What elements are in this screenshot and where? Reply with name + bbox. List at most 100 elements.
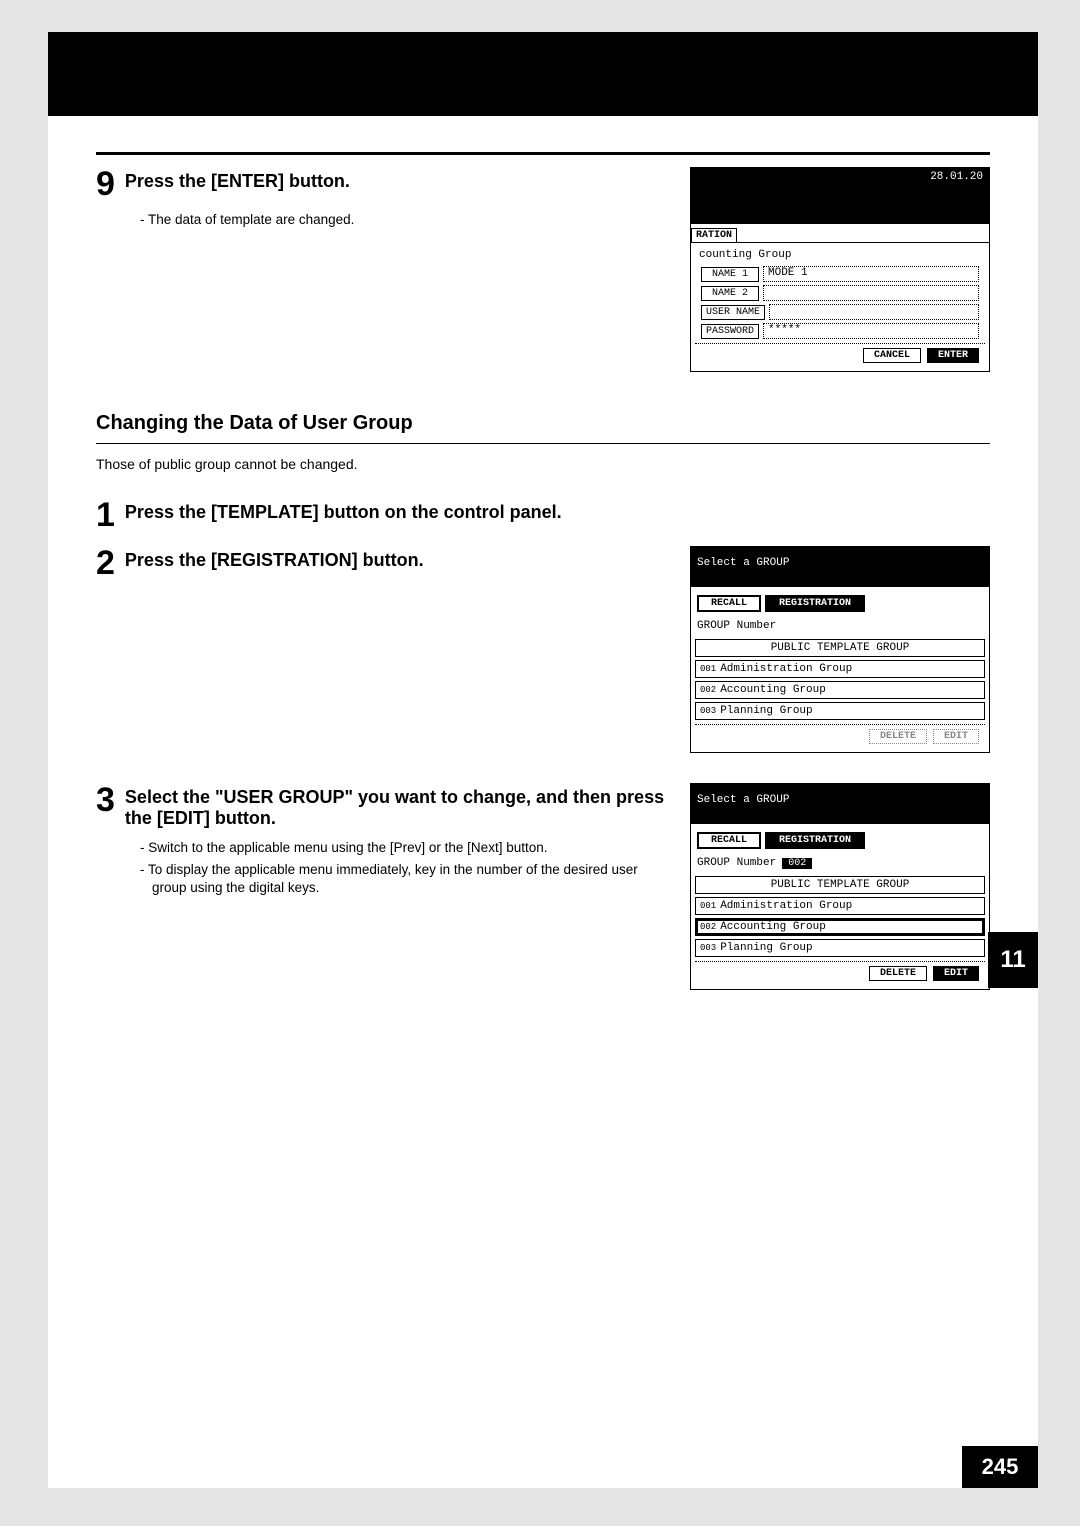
- screenshot-3: Select a GROUP RECALL REGISTRATION GROUP…: [690, 783, 990, 990]
- group3-item-001[interactable]: 001 Administration Group: [695, 897, 985, 915]
- screen1-topbar: 28.01.20: [691, 168, 989, 224]
- step-9-notes: The data of template are changed.: [140, 211, 668, 229]
- screen1-tabs: RATION: [691, 224, 989, 242]
- step-9-note-1: The data of template are changed.: [140, 211, 668, 229]
- step-3-text: 3 Select the "USER GROUP" you want to ch…: [96, 783, 668, 990]
- screen2-headline: Select a GROUP: [691, 547, 989, 587]
- step-9-header: 9 Press the [ENTER] button.: [96, 167, 668, 201]
- password-button[interactable]: PASSWORD: [701, 324, 759, 339]
- screen2-tabs: RECALL REGISTRATION: [695, 591, 985, 616]
- step-9-text: 9 Press the [ENTER] button. The data of …: [96, 167, 668, 372]
- step-3-note-1: Switch to the applicable menu using the …: [140, 839, 668, 857]
- screenshot-1: 28.01.20 RATION counting Group NAME 1 MO…: [690, 167, 990, 372]
- step-9-row: 9 Press the [ENTER] button. The data of …: [96, 167, 990, 372]
- screen1-panel: counting Group NAME 1 MODE 1 NAME 2 USER…: [691, 242, 989, 371]
- username-value[interactable]: [769, 304, 979, 320]
- group3-002-name: Accounting Group: [720, 921, 826, 933]
- name1-button[interactable]: NAME 1: [701, 267, 759, 282]
- step-3-note-2: To display the applicable menu immediate…: [140, 861, 668, 897]
- group3-003-idx: 003: [700, 943, 716, 953]
- screen1-subtitle: counting Group: [695, 247, 985, 263]
- group-number-value-3[interactable]: 002: [782, 858, 812, 869]
- header-band: [48, 32, 1038, 116]
- screen3-headline: Select a GROUP: [691, 784, 989, 824]
- public-template-group-3[interactable]: PUBLIC TEMPLATE GROUP: [695, 876, 985, 894]
- group-003-name: Planning Group: [720, 705, 812, 717]
- group-number-label: GROUP Number: [697, 620, 776, 632]
- screen1-name1-row: NAME 1 MODE 1: [695, 266, 985, 282]
- step-2-header: 2 Press the [REGISTRATION] button.: [96, 546, 668, 580]
- group3-001-idx: 001: [700, 901, 716, 911]
- group3-003-name: Planning Group: [720, 942, 812, 954]
- screen1-timestamp: 28.01.20: [930, 171, 983, 221]
- group-item-002[interactable]: 002 Accounting Group: [695, 681, 985, 699]
- step-3-number: 3: [96, 783, 115, 817]
- screen1-tab-ration[interactable]: RATION: [691, 228, 737, 242]
- step-1-header: 1 Press the [TEMPLATE] button on the con…: [96, 498, 668, 532]
- step-2-title: Press the [REGISTRATION] button.: [125, 546, 424, 571]
- step-1-row: 1 Press the [TEMPLATE] button on the con…: [96, 498, 990, 532]
- edit-button-disabled: EDIT: [933, 729, 979, 744]
- screen1-body: RATION counting Group NAME 1 MODE 1 NAME…: [691, 224, 989, 371]
- public-template-group[interactable]: PUBLIC TEMPLATE GROUP: [695, 639, 985, 657]
- group-002-idx: 002: [700, 685, 716, 695]
- section-title: Changing the Data of User Group: [96, 412, 990, 435]
- step-9-title: Press the [ENTER] button.: [125, 167, 350, 192]
- screen2-group-number: GROUP Number: [695, 616, 985, 636]
- step-2-text: 2 Press the [REGISTRATION] button.: [96, 546, 668, 753]
- screen1-password-row: PASSWORD *****: [695, 323, 985, 339]
- enter-button[interactable]: ENTER: [927, 348, 979, 363]
- rule-thin: [96, 443, 990, 444]
- name1-value[interactable]: MODE 1: [763, 266, 979, 282]
- screen1-buttons: CANCEL ENTER: [695, 343, 985, 367]
- step-9-number: 9: [96, 167, 115, 201]
- group3-item-002-selected[interactable]: 002 Accounting Group: [695, 918, 985, 936]
- group-item-003[interactable]: 003 Planning Group: [695, 702, 985, 720]
- step-3-header: 3 Select the "USER GROUP" you want to ch…: [96, 783, 668, 829]
- step-3-notes: Switch to the applicable menu using the …: [140, 839, 668, 898]
- screen3-tabs: RECALL REGISTRATION: [695, 828, 985, 853]
- step-1-text: 1 Press the [TEMPLATE] button on the con…: [96, 498, 668, 532]
- group-item-001[interactable]: 001 Administration Group: [695, 660, 985, 678]
- recall-tab[interactable]: RECALL: [697, 595, 761, 612]
- screen3-group-number: GROUP Number 002: [695, 853, 985, 873]
- step-3-row: 3 Select the "USER GROUP" you want to ch…: [96, 783, 990, 990]
- group3-002-idx: 002: [700, 922, 716, 932]
- page: 9 Press the [ENTER] button. The data of …: [48, 32, 1038, 1488]
- group-001-idx: 001: [700, 664, 716, 674]
- cancel-button[interactable]: CANCEL: [863, 348, 921, 363]
- group3-item-003[interactable]: 003 Planning Group: [695, 939, 985, 957]
- screen2-buttons: DELETE EDIT: [695, 724, 985, 748]
- content-area: 9 Press the [ENTER] button. The data of …: [96, 152, 990, 1020]
- step-2-number: 2: [96, 546, 115, 580]
- section-intro: Those of public group cannot be changed.: [96, 456, 990, 472]
- recall-tab-3[interactable]: RECALL: [697, 832, 761, 849]
- password-value[interactable]: *****: [763, 323, 979, 339]
- registration-tab[interactable]: REGISTRATION: [765, 595, 865, 612]
- screenshot-2: Select a GROUP RECALL REGISTRATION GROUP…: [690, 546, 990, 753]
- name2-button[interactable]: NAME 2: [701, 286, 759, 301]
- step-2-row: 2 Press the [REGISTRATION] button. Selec…: [96, 546, 990, 753]
- step-1-spacer: [690, 498, 990, 532]
- screen1-username-row: USER NAME: [695, 304, 985, 320]
- group-001-name: Administration Group: [720, 663, 852, 675]
- chapter-tab: 11: [988, 932, 1038, 988]
- step-1-title: Press the [TEMPLATE] button on the contr…: [125, 498, 562, 523]
- registration-tab-3[interactable]: REGISTRATION: [765, 832, 865, 849]
- group-number-label-3: GROUP Number: [697, 857, 776, 869]
- group3-001-name: Administration Group: [720, 900, 852, 912]
- screen3-buttons: DELETE EDIT: [695, 961, 985, 985]
- username-button[interactable]: USER NAME: [701, 305, 765, 320]
- delete-button-disabled: DELETE: [869, 729, 927, 744]
- page-number: 245: [962, 1446, 1038, 1488]
- screen3-body: RECALL REGISTRATION GROUP Number 002 PUB…: [691, 824, 989, 989]
- screen1-name2-row: NAME 2: [695, 285, 985, 301]
- group-003-idx: 003: [700, 706, 716, 716]
- step-3-title: Select the "USER GROUP" you want to chan…: [125, 783, 668, 829]
- delete-button[interactable]: DELETE: [869, 966, 927, 981]
- name2-value[interactable]: [763, 285, 979, 301]
- group-002-name: Accounting Group: [720, 684, 826, 696]
- edit-button[interactable]: EDIT: [933, 966, 979, 981]
- rule-thick: [96, 152, 990, 155]
- screen2-body: RECALL REGISTRATION GROUP Number PUBLIC …: [691, 587, 989, 752]
